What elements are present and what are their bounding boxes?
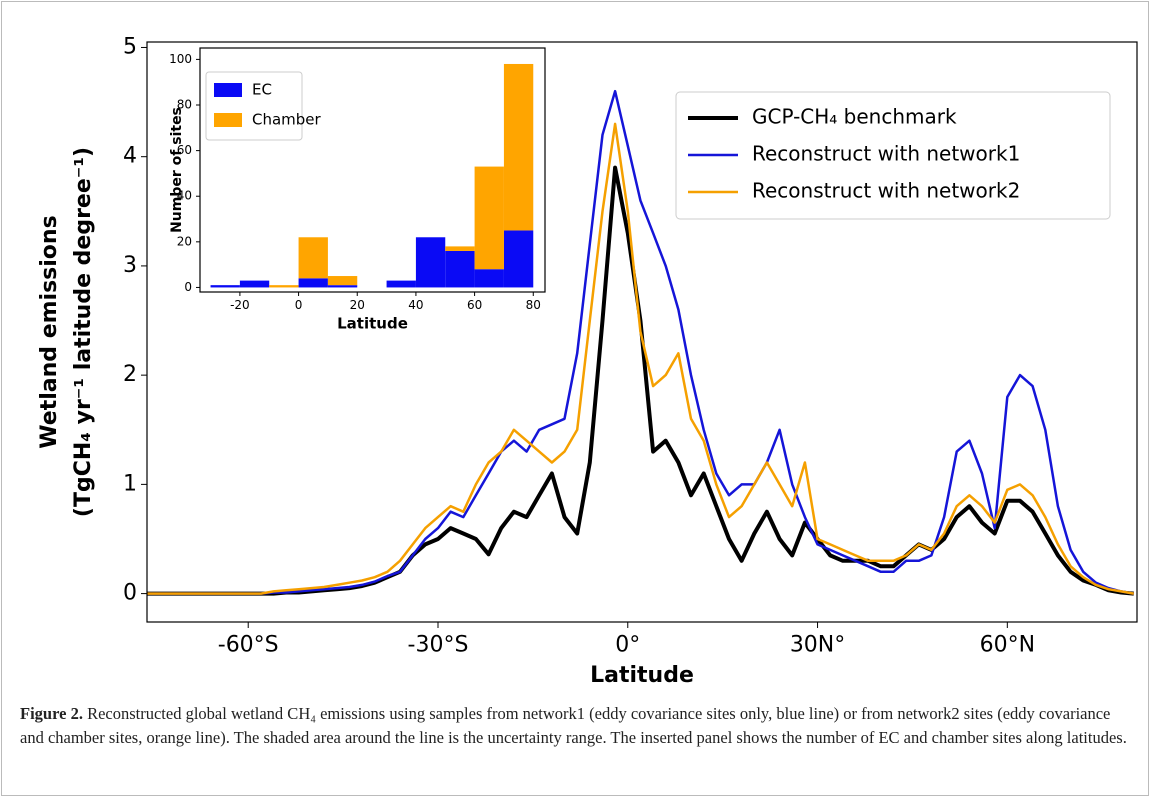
y-tick-label: 0	[123, 581, 137, 606]
data-line	[147, 122, 1135, 595]
caption: Figure 2. Reconstructed global wetland C…	[20, 702, 1130, 750]
y-tick-label: 3	[123, 253, 137, 278]
bar	[327, 285, 358, 288]
bar	[474, 269, 504, 288]
legend-box	[675, 91, 1111, 220]
chart: -60°S -30°S 0° 30N° 60°N 0 1 2 3 4 5 Latitude Wetlan…	[37, 34, 1138, 688]
bar	[298, 237, 328, 279]
caption-label: Figure 2.	[20, 704, 83, 723]
y-tick-label: 20	[177, 234, 192, 248]
legend-label: EC	[252, 81, 272, 99]
y-tick-label: 80	[177, 98, 192, 112]
x-tick-label: 0°	[615, 633, 640, 658]
y-axis-label: Number of sites	[169, 107, 185, 233]
bar	[210, 285, 240, 288]
bar	[445, 246, 475, 251]
bar	[415, 237, 446, 288]
bar	[239, 280, 270, 288]
x-tick-label: 40	[408, 298, 423, 312]
x-tick-label: -30°S	[408, 633, 469, 658]
x-tick-label: 30N°	[790, 633, 845, 658]
x-tick-label: 60°N	[980, 633, 1035, 658]
y-tick-label: 40	[177, 189, 192, 203]
y-tick-label: 100	[169, 52, 192, 66]
x-tick-label: -20	[230, 298, 250, 312]
bar	[386, 280, 416, 288]
legend-label: Reconstruct with network1	[752, 142, 1020, 166]
x-tick-label: 0	[295, 298, 303, 312]
legend-swatch	[214, 83, 242, 97]
axes-border	[199, 47, 546, 293]
axes-border	[146, 41, 1138, 623]
bar	[327, 276, 358, 286]
legend-swatch	[214, 113, 242, 127]
x-tick-label: -60°S	[218, 633, 279, 658]
x-tick-label: 80	[526, 298, 541, 312]
y-tick-label: 0	[184, 280, 192, 294]
bar	[503, 63, 534, 231]
legend-label: Chamber	[252, 111, 322, 129]
y-tick-label: 1	[123, 471, 137, 496]
bar	[298, 278, 328, 288]
bar	[503, 230, 534, 288]
y-tick-label: 5	[123, 34, 137, 59]
data-line	[147, 89, 1135, 595]
caption-text: Reconstructed global wetland CH₄ emissio…	[20, 704, 1127, 747]
x-tick-label: 60	[467, 298, 482, 312]
legend-label: GCP-CH₄ benchmark	[752, 105, 957, 129]
y-tick-label: 2	[123, 362, 137, 387]
bar	[269, 285, 299, 288]
x-tick-label: 20	[350, 298, 365, 312]
y-axis-label: (TgCH₄ yr⁻¹ latitude degree⁻¹)	[71, 147, 96, 517]
bar	[474, 166, 504, 270]
y-tick-label: 4	[123, 144, 137, 169]
bar	[445, 250, 475, 288]
x-axis-label: Latitude	[337, 315, 408, 333]
legend-label: Reconstruct with network2	[752, 179, 1020, 203]
x-axis-label: Latitude	[590, 663, 694, 688]
y-tick-label: 60	[177, 143, 192, 157]
y-axis-label: Wetland emissions	[37, 215, 62, 448]
